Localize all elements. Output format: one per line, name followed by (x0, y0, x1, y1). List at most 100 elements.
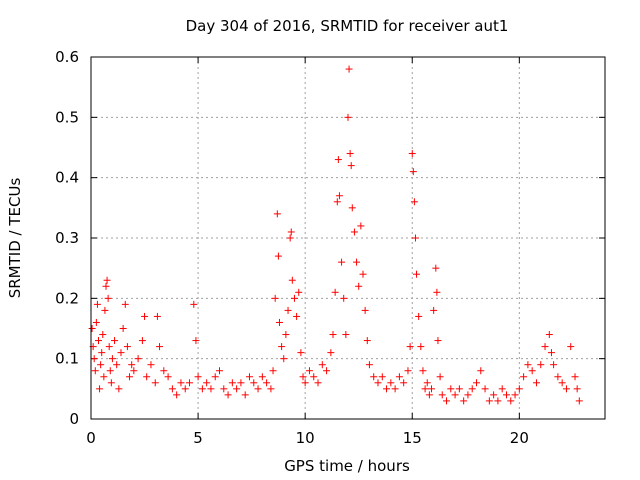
data-point (438, 391, 446, 399)
data-point (108, 355, 116, 363)
data-point (411, 234, 419, 242)
grid-layer (91, 57, 605, 419)
data-point (345, 65, 353, 73)
data-point (485, 397, 493, 405)
data-point (494, 397, 502, 405)
data-point (156, 343, 164, 351)
data-point (532, 379, 540, 387)
data-point (267, 385, 275, 393)
data-point (353, 258, 361, 266)
data-point (198, 385, 206, 393)
x-tick-label: 10 (296, 429, 315, 447)
data-point (423, 379, 431, 387)
data-point (383, 385, 391, 393)
data-point (395, 373, 403, 381)
data-point (340, 294, 348, 302)
data-point (203, 379, 211, 387)
data-point (498, 385, 506, 393)
data-point (106, 367, 114, 375)
data-point (432, 264, 440, 272)
data-point (408, 150, 416, 158)
data-point (524, 361, 532, 369)
data-point (113, 361, 121, 369)
y-tick-label: 0.4 (55, 169, 79, 187)
data-point (460, 397, 468, 405)
data-point (541, 343, 549, 351)
data-point (347, 162, 355, 170)
data-point (425, 391, 433, 399)
data-point (220, 385, 228, 393)
y-tick-label: 0.3 (55, 229, 79, 247)
data-point (413, 270, 421, 278)
data-point (90, 355, 98, 363)
data-point (278, 343, 286, 351)
data-point (295, 288, 303, 296)
data-point (301, 379, 309, 387)
data-point (186, 379, 194, 387)
data-point (263, 379, 271, 387)
data-point (507, 397, 515, 405)
data-point (436, 373, 444, 381)
data-point (101, 306, 109, 314)
data-point (314, 379, 322, 387)
data-point (254, 385, 262, 393)
data-point (115, 385, 123, 393)
data-point (571, 373, 579, 381)
x-tick-label: 5 (193, 429, 203, 447)
data-point (290, 294, 298, 302)
y-tick-label: 0.1 (55, 350, 79, 368)
data-point (177, 379, 185, 387)
data-point (410, 198, 418, 206)
data-point (562, 385, 570, 393)
data-point (357, 222, 365, 230)
x-tick-label: 0 (86, 429, 96, 447)
data-point (468, 385, 476, 393)
y-axis-label: SRMTID / TECUs (6, 178, 24, 299)
chart-title: Day 304 of 2016, SRMTID for receiver aut… (186, 17, 509, 35)
data-point (350, 228, 358, 236)
data-point (121, 300, 129, 308)
data-point (271, 294, 279, 302)
data-point (181, 385, 189, 393)
data-point (288, 276, 296, 284)
data-point (216, 367, 223, 375)
data-point (464, 391, 472, 399)
data-point (134, 355, 142, 363)
data-point (104, 294, 112, 302)
data-point (406, 343, 414, 351)
data-point (567, 343, 575, 351)
x-tick-label: 20 (510, 429, 529, 447)
data-point (415, 312, 423, 320)
data-point (102, 282, 110, 290)
data-point (305, 367, 313, 375)
data-point (168, 385, 176, 393)
data-point (338, 258, 346, 266)
data-point (537, 361, 545, 369)
data-point (361, 306, 369, 314)
data-point (547, 349, 555, 357)
data-point (130, 367, 138, 375)
data-point (93, 300, 101, 308)
data-point (344, 113, 352, 121)
y-tick-label: 0 (69, 410, 79, 428)
data-point (94, 337, 102, 345)
data-point (363, 337, 371, 345)
data-point (297, 349, 305, 357)
data-point (96, 385, 104, 393)
data-point (378, 373, 386, 381)
data-point (105, 343, 113, 351)
data-point (443, 397, 451, 405)
y-tick-label: 0.2 (55, 289, 79, 307)
data-point (447, 385, 455, 393)
data-point (228, 379, 236, 387)
data-point (224, 391, 232, 399)
data-point (528, 367, 536, 375)
data-point (348, 204, 356, 212)
data-point (370, 373, 378, 381)
data-point (409, 168, 417, 176)
y-tick-label: 0.6 (55, 48, 79, 66)
data-point (428, 385, 436, 393)
data-point (417, 343, 425, 351)
data-point (293, 312, 301, 320)
data-point (98, 349, 106, 357)
